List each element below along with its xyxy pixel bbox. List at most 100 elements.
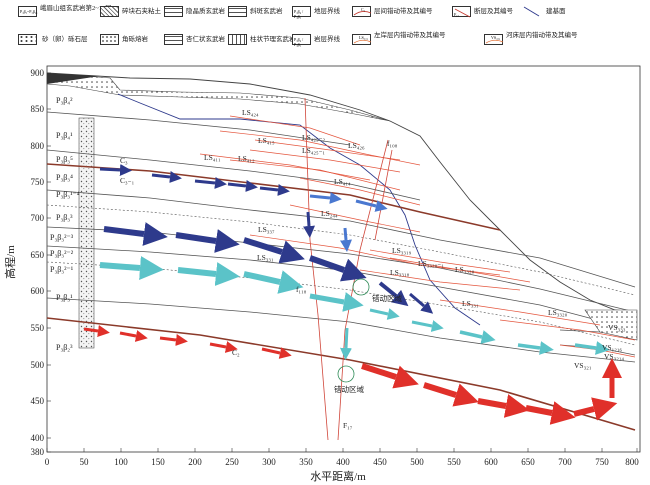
zone-label-c3: C₃ [120,156,128,165]
fault-label-f118: f₁₁₈ [296,285,307,294]
xtick-label: 100 [114,457,128,467]
rock-layer-boundary-swatch-text: P₃β₄ / P₃β₃ [294,37,304,47]
legend-label-breccia-lava: 角砾熔岩 [122,36,148,43]
columnar-basalt-swatch [228,34,247,45]
arrow-cyan-7 [459,330,496,344]
ytick-label: 750 [31,177,45,187]
ground-surface [46,72,638,313]
x-axis-title: 水平距离/m [310,469,366,483]
arrows-cyan [99,256,610,360]
arrow-cyan-2 [177,262,240,286]
annotation-zone-lower: 错动区域 [334,384,364,394]
zone-label-ls415: LS₄₁₅ [258,136,275,145]
legend-label-cryptocrystalline-basalt: 隐晶质玄武岩 [186,8,225,15]
fault-label-f108: f₁₀₈ [387,139,398,148]
arrow-dark-7 [355,199,388,212]
xtick-label: 300 [262,457,276,467]
shear-line-ls3320-1 [389,257,531,283]
arrow-red-5 [261,347,292,359]
xtick-label: 350 [299,457,313,467]
legend-label-amygdaloidal-basalt: 杏仁状玄武岩 [186,36,225,43]
zone-label-ls3319: LS₃₃₁₉ [392,246,412,255]
legend-label-rock-layer-boundary: 岩层界线 [314,36,340,43]
zone-label-c2: C₂ [232,348,240,357]
xtick-label: 700 [558,457,572,467]
legend-label-sand-gravel: 砂（卵）砾石层 [42,36,88,43]
shear-line-ls3319 [369,249,511,273]
shear-line-ls3320 [499,319,636,341]
left-bank-zone-swatch: LS₃₃₁ [352,34,372,45]
interlayer-zone-swatch-text: C₂ [361,7,366,12]
arrow-cyan-6 [411,320,444,332]
overburden-layer [46,72,391,122]
arrow-dark-11 [309,255,367,282]
x-axis-ticks [46,448,638,452]
fault-label-F17: F₁₇ [343,421,353,430]
shear-line-ls425-2 [254,139,401,161]
arrow-red-10 [573,397,618,421]
arrow-dark-8 [103,222,168,246]
strata-labels: P₃β₄² P₃β₄¹ P₃β₃⁵ P₃β₃⁴ P₃β₃¹⁻⁴ P₃β₃³ P₃… [50,96,80,352]
stratum-label: P₃β₃⁴ [56,173,73,182]
shear-line-ls3318 [359,269,521,291]
fault-swatch: F₁₇ [452,6,471,18]
ytick-label: 500 [31,360,45,370]
arrow-cyan-4 [309,292,364,312]
xtick-label: 400 [336,457,350,467]
zone-label-ls414: LS₄₁₄ [334,177,351,186]
zone-label-ls331-b: LS₃₃₁ [462,299,479,308]
borehole-column [78,117,95,349]
xtick-label: 650 [521,457,535,467]
legend-label-left-bank-zone: 左岸层内错动带及其编号 [374,32,446,39]
xtick-label: 550 [447,457,461,467]
ytick-label: 400 [31,433,45,443]
arrow-red-8 [477,394,530,418]
arrow-red-1 [83,325,110,337]
foundation-surface-swatch-line [523,6,540,17]
stratum-label: P₃β₃⁵ [56,155,73,164]
stratum-label: P₃β₄¹ [56,131,73,140]
fault-labels: f₁₀₈ f₁₁₈ F₁₇ [296,139,398,430]
zone-label-ls244: LS₂₄₄ [321,209,338,218]
arrow-red-4 [209,341,238,353]
xtick-label: 0 [45,457,50,467]
zone-circle-lower [337,365,355,383]
shear-line-ls425-1 [249,149,401,173]
shear-line-ls412 [229,159,401,191]
arrow-dark-13 [409,292,434,314]
ytick-label: 700 [31,213,45,223]
legend-label-basalt-series: 峨眉山组玄武岩第2~11层 [40,5,112,12]
zone-label-ls425-1: LS₄₂₅₋₁ [302,146,326,155]
y-axis-ticks [47,72,51,453]
amygdaloidal-basalt-swatch [164,34,183,45]
layer-line-2 [46,149,421,201]
porphyritic-basalt-swatch [228,6,247,17]
arrow-cyan-down [340,327,352,360]
zone-label-ls411: LS₄₁₁ [204,153,221,162]
fault-swatch-line [454,8,471,18]
stratum-boundary-swatch: P₃β₄ / P₃β₃ [292,6,311,19]
arrow-red-3 [159,334,188,346]
ytick-label: 550 [31,323,45,333]
legend-label-foundation-surface: 建基面 [546,8,566,15]
ytick-label: 900 [31,68,45,78]
legend-label-rubble-clay: 碎块石夹粘土 [122,8,161,15]
legend-label-columnar-basalt: 柱状节理玄武岩 [250,36,296,43]
arrow-cyan-5 [369,308,400,320]
xtick-label: 800 [625,457,639,467]
zone-label-ls426: LS₄₂₆ [348,141,365,150]
zone-label-ls337: LS₃₃₇ [258,225,275,234]
zone-label-vs333: VS₃₃₃ [608,323,626,332]
cryptocrystalline-basalt-swatch [164,6,183,17]
rubble-clay-swatch [100,6,119,17]
legend-label-stratum-boundary: 地层界线 [314,8,340,15]
arrow-red-6 [361,363,419,389]
y-axis-title: 高程/m [3,245,17,279]
shear-line-ls244 [289,204,421,233]
stratum-label: P₃β₃³ [56,213,73,222]
arrow-dark-3 [194,177,227,189]
ytick-label: 850 [31,104,45,114]
layer-line-1 [46,111,351,146]
basalt-series-swatch-text: P₃β₂~P₃β₁₁ [20,9,38,14]
arrows-dark-blue [99,164,434,314]
